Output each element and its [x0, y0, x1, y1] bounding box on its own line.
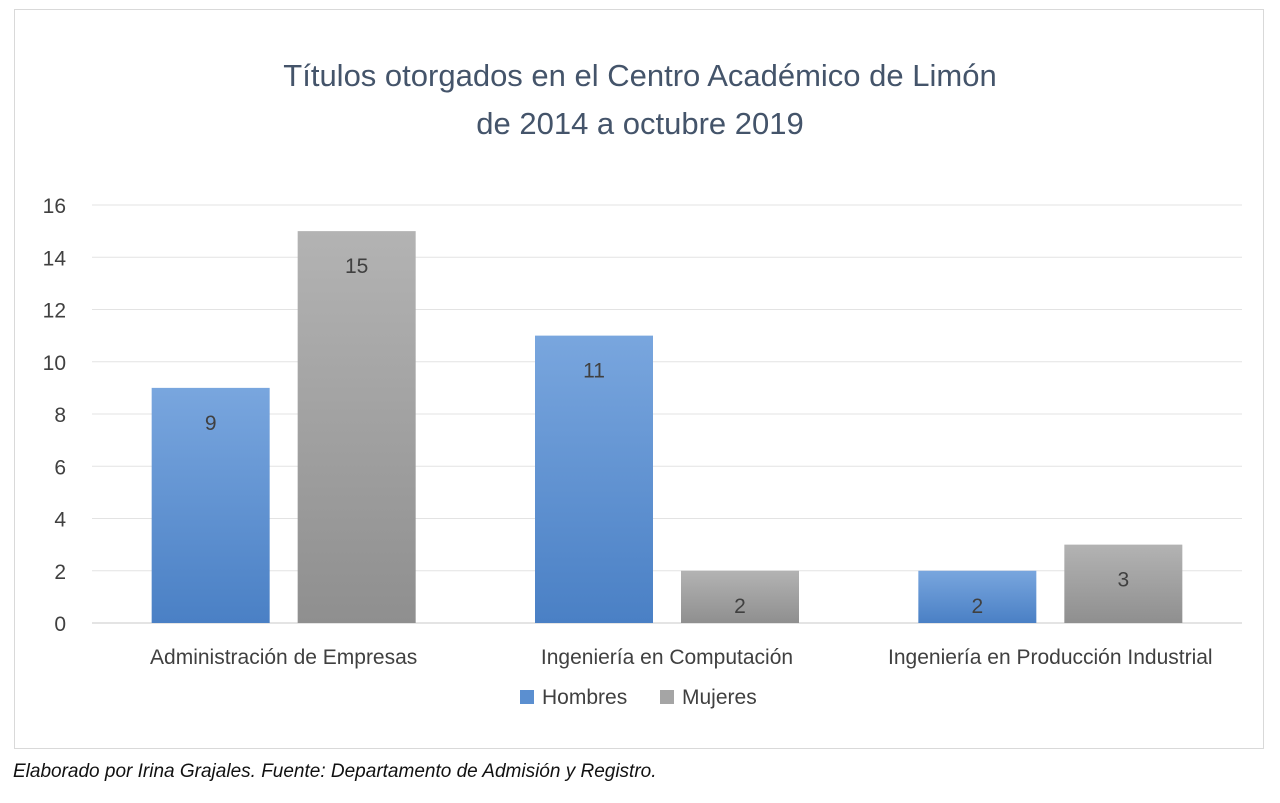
bars: 9 15 11 2 2 3 — [151, 231, 1183, 623]
y-tick-label: 8 — [54, 404, 66, 427]
x-category-label: Ingeniería en Producción Industrial — [888, 646, 1213, 669]
bar-hombres — [918, 570, 1037, 623]
bar-chart: 0 2 4 6 8 10 12 14 16 9 15 11 2 2 3 Administración de… — [43, 195, 1242, 709]
y-tick-label: 12 — [43, 300, 66, 323]
data-label: 9 — [205, 412, 217, 435]
data-label: 11 — [583, 360, 605, 383]
y-axis: 0 2 4 6 8 10 12 14 16 — [43, 195, 67, 636]
chart-title: Títulos otorgados en el Centro Académico… — [0, 52, 1280, 148]
source-note: Elaborado por Irina Grajales. Fuente: De… — [13, 761, 657, 782]
bar-mujeres — [1064, 544, 1183, 623]
y-tick-label: 6 — [54, 456, 66, 479]
bar-hombres — [535, 335, 653, 623]
legend: Hombres Mujeres — [520, 686, 757, 709]
data-label: 2 — [734, 595, 746, 618]
data-label: 3 — [1117, 569, 1129, 592]
bar-hombres — [151, 387, 270, 623]
chart-title-line-2: de 2014 a octubre 2019 — [476, 106, 804, 141]
legend-label: Hombres — [542, 686, 627, 709]
chart-title-line-1: Títulos otorgados en el Centro Académico… — [283, 58, 997, 93]
x-category-label: Ingeniería en Computación — [541, 646, 793, 669]
legend-label: Mujeres — [682, 686, 757, 709]
y-tick-label: 10 — [43, 352, 66, 375]
y-tick-label: 2 — [54, 561, 66, 584]
data-label: 15 — [345, 255, 368, 278]
x-axis: Administración de Empresas Ingeniería en … — [150, 646, 1213, 669]
bar-mujeres — [297, 231, 416, 623]
gridlines — [92, 204, 1242, 624]
legend-swatch — [660, 690, 674, 704]
y-tick-label: 0 — [54, 613, 66, 636]
data-label: 2 — [971, 595, 983, 618]
y-tick-label: 14 — [43, 247, 67, 270]
bar-mujeres — [681, 570, 799, 623]
y-tick-label: 16 — [43, 195, 66, 218]
y-tick-label: 4 — [54, 509, 66, 532]
legend-swatch — [520, 690, 534, 704]
x-category-label: Administración de Empresas — [150, 646, 417, 669]
